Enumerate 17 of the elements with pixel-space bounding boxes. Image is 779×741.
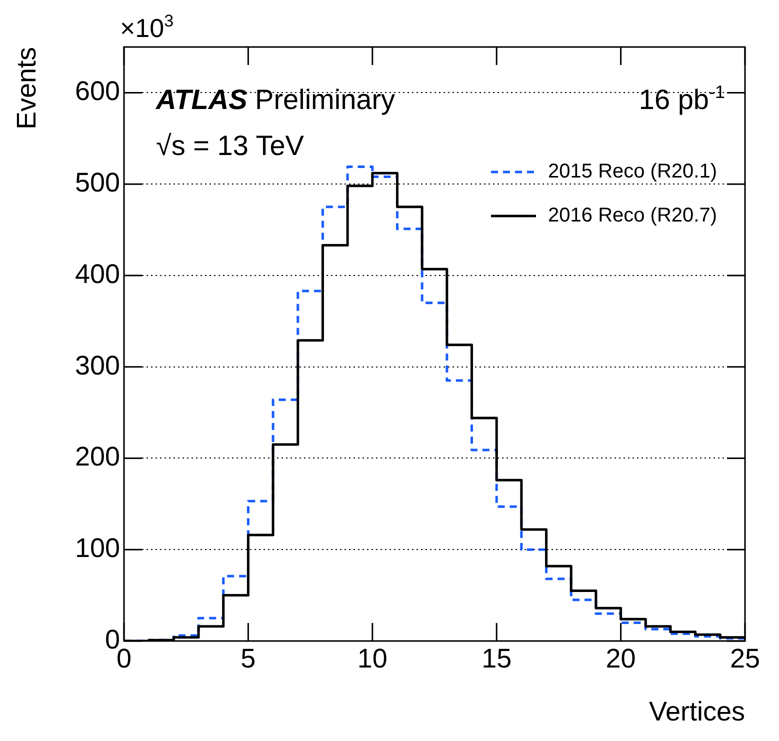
legend-label: 2015 Reco (R20.1) (548, 160, 717, 183)
y-tick-label: 100 (74, 533, 120, 564)
y-tick-label: 300 (74, 350, 120, 380)
x-tick-label: 20 (606, 644, 636, 674)
x-tick-label: 10 (357, 644, 388, 674)
annotation: ATLAS Preliminary (155, 84, 396, 115)
x-tick-label: 15 (482, 644, 512, 674)
y-tick-label: 400 (74, 258, 120, 289)
x-axis-title: Vertices (648, 696, 745, 726)
y-tick-label: 600 (74, 76, 120, 106)
x-tick-label: 25 (730, 644, 760, 674)
annotation: √s = 13 TeV (156, 130, 304, 161)
y-axis-title: Events (12, 47, 42, 130)
legend-label: 2016 Reco (R20.7) (548, 204, 717, 227)
x-tick-label: 5 (240, 644, 256, 674)
y-tick-label: 500 (74, 168, 120, 198)
y-tick-label: 200 (74, 442, 120, 472)
